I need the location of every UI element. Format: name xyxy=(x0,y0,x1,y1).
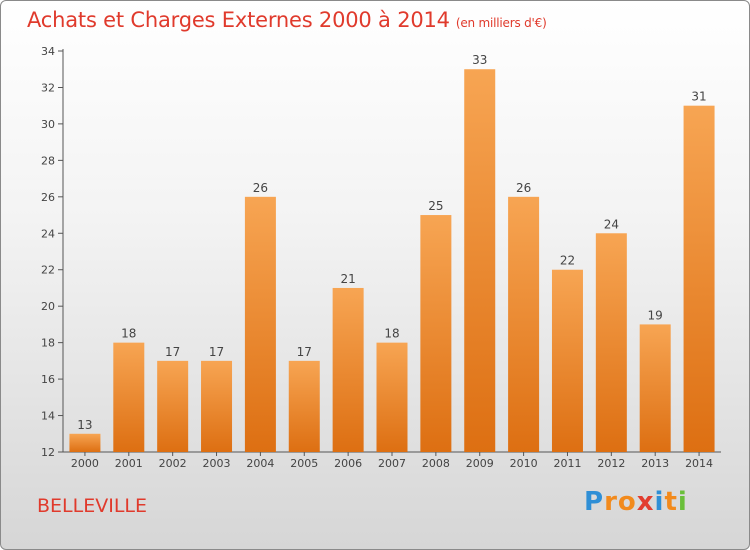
x-tick-label-2003: 2003 xyxy=(203,457,231,470)
bar-2002 xyxy=(157,360,189,452)
value-label-2011: 22 xyxy=(560,254,575,268)
value-label-2002: 17 xyxy=(165,345,180,359)
y-tick-label: 34 xyxy=(41,45,55,58)
x-tick-label-2010: 2010 xyxy=(510,457,538,470)
chart-title: Achats et Charges Externes 2000 à 2014 xyxy=(27,8,450,32)
value-label-2005: 17 xyxy=(297,345,312,359)
x-tick-label-2007: 2007 xyxy=(378,457,406,470)
axes: 12 14 16 18 20 22 24 26 28 30 32 34 2000 2001 2002 2003… xyxy=(41,45,721,470)
logo-letter: r xyxy=(604,487,618,517)
value-label-2007: 18 xyxy=(384,327,399,341)
y-tick-label: 14 xyxy=(41,410,55,423)
x-tick-label-2005: 2005 xyxy=(290,457,318,470)
bar-2008 xyxy=(420,215,452,452)
logo-letter: x xyxy=(636,487,655,517)
bar-2012 xyxy=(595,233,627,452)
x-tick-label-2001: 2001 xyxy=(115,457,143,470)
value-labels: 13 18 17 17 26 17 21 18 25 33 26 22 24 19 31 xyxy=(77,53,706,432)
proxiti-logo: Proxiti xyxy=(584,487,688,517)
x-tick-label-2006: 2006 xyxy=(334,457,362,470)
x-tick-label-2012: 2012 xyxy=(597,457,625,470)
x-tick-label-2014: 2014 xyxy=(685,457,713,470)
bar-2010 xyxy=(508,196,540,452)
bar-2014 xyxy=(683,105,715,452)
y-tick-label: 12 xyxy=(41,446,55,459)
y-tick-label: 16 xyxy=(41,373,55,386)
x-tick-label-2000: 2000 xyxy=(71,457,99,470)
value-label-2008: 25 xyxy=(428,199,443,213)
bar-2003 xyxy=(201,360,233,452)
logo-letter: i xyxy=(654,487,665,517)
y-tick-label: 24 xyxy=(41,227,55,240)
bar-2013 xyxy=(639,324,671,452)
place-name: BELLEVILLE xyxy=(37,495,147,517)
y-tick-label: 30 xyxy=(41,118,55,131)
y-tick-label: 32 xyxy=(41,81,55,94)
logo-letter: P xyxy=(584,487,605,517)
bar-2007 xyxy=(376,342,408,452)
x-tick-label-2013: 2013 xyxy=(641,457,669,470)
logo-letter: o xyxy=(617,487,637,517)
logo-letter: t xyxy=(664,487,678,517)
bar-2000 xyxy=(69,433,101,452)
y-tick-label: 20 xyxy=(41,300,55,313)
value-label-2001: 18 xyxy=(121,327,136,341)
value-label-2003: 17 xyxy=(209,345,224,359)
y-tick-label: 26 xyxy=(41,191,55,204)
bar-2009 xyxy=(464,69,496,453)
x-tick-label-2008: 2008 xyxy=(422,457,450,470)
value-label-2012: 24 xyxy=(604,217,619,231)
value-label-2000: 13 xyxy=(77,418,92,432)
chart-subtitle: (en milliers d'€) xyxy=(455,16,547,30)
logo-letter: i xyxy=(677,487,688,517)
x-tick-label-2004: 2004 xyxy=(246,457,274,470)
x-tick-label-2011: 2011 xyxy=(553,457,581,470)
chart-title-block: Achats et Charges Externes 2000 à 2014 (e… xyxy=(27,8,547,32)
y-tick-label: 18 xyxy=(41,337,55,350)
y-tick-label: 22 xyxy=(41,264,55,277)
value-label-2014: 31 xyxy=(691,90,706,104)
bars xyxy=(69,69,715,453)
value-label-2013: 19 xyxy=(648,308,663,322)
value-label-2004: 26 xyxy=(253,181,268,195)
bar-2004 xyxy=(244,196,276,452)
bar-2001 xyxy=(113,342,145,452)
bar-2006 xyxy=(332,287,364,452)
value-label-2010: 26 xyxy=(516,181,531,195)
x-tick-label-2009: 2009 xyxy=(466,457,494,470)
bar-2005 xyxy=(288,360,320,452)
y-tick-label: 28 xyxy=(41,154,55,167)
value-label-2006: 21 xyxy=(340,272,355,286)
bar-2011 xyxy=(551,269,583,452)
value-label-2009: 33 xyxy=(472,53,487,67)
x-tick-label-2002: 2002 xyxy=(159,457,187,470)
